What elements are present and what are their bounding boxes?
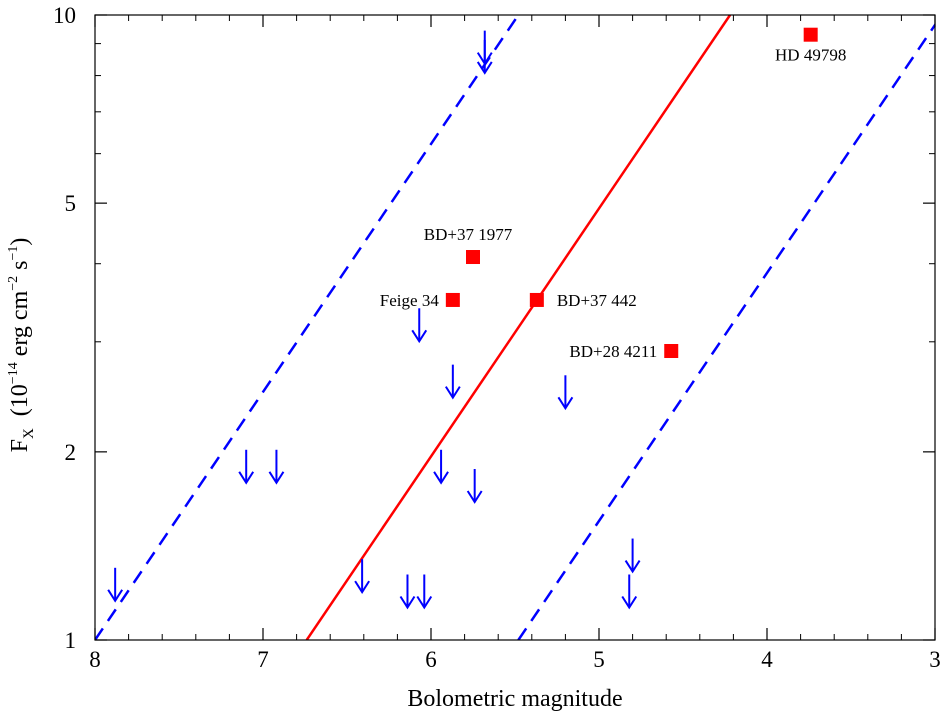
detection-label: HD 49798 [775, 46, 846, 65]
plot-border [94, 14, 936, 641]
upper-limit-arrow [411, 308, 428, 344]
detection-marker [803, 27, 818, 42]
y-tick-label: 10 [53, 3, 76, 28]
arrow-head [411, 329, 428, 344]
y-axis-title-subscript: X [21, 428, 37, 439]
x-tick-label: 4 [761, 647, 773, 672]
upper-limit-arrow [416, 574, 433, 610]
arrow-head [399, 595, 416, 610]
y-tick-label: 2 [65, 440, 77, 465]
detection-marker [664, 344, 679, 359]
x-tick-label: 3 [929, 647, 941, 672]
upper-limit-arrow [107, 567, 124, 603]
arrow-head [238, 471, 255, 485]
plot-frame [94, 14, 936, 641]
dashed-bound-line-2 [517, 22, 935, 640]
y-axis-units-exp2: −2 [6, 276, 21, 291]
y-tick-label: 1 [65, 628, 77, 653]
y-tick-label: 5 [65, 191, 77, 216]
x-tick-label: 7 [257, 647, 269, 672]
upper-limit-arrow [268, 449, 285, 485]
x-tick-label: 8 [89, 647, 101, 672]
upper-limit-arrow [621, 574, 638, 610]
y-axis-units-suffix: ) [7, 238, 33, 246]
fit-line [305, 15, 732, 640]
x-tick-label: 6 [425, 647, 437, 672]
upper-limit-arrow [476, 39, 493, 75]
arrow-head [466, 490, 483, 504]
lines-layer [95, 15, 935, 640]
arrow-head [444, 386, 461, 400]
detection-label: BD+28 4211 [569, 342, 657, 361]
upper-limit-arrow [466, 469, 483, 504]
upper-limit-arrow [354, 559, 370, 594]
detection-label: BD+37 1977 [424, 225, 513, 244]
y-axis-units-exp1: −14 [6, 362, 21, 384]
detection-label: BD+37 442 [557, 291, 637, 310]
y-axis-units-mid2: s [7, 261, 33, 276]
arrow-head [268, 471, 285, 485]
upper-limit-arrow [557, 375, 574, 411]
arrow-head [624, 560, 641, 574]
upper-limit-arrow [399, 574, 416, 610]
x-axis-title: Bolometric magnitude [407, 686, 622, 712]
arrow-head [557, 396, 574, 411]
detection-marker [529, 292, 544, 307]
y-axis-units-mid: erg cm [7, 290, 33, 362]
arrow-head [354, 580, 370, 594]
y-axis-title-units-prefix [7, 416, 33, 428]
detection-label: Feige 34 [380, 291, 440, 310]
arrow-head [416, 595, 433, 610]
detection-marker [445, 292, 460, 307]
dashed-bound-line-1 [95, 15, 520, 640]
upper-limit-arrow [238, 449, 255, 485]
y-axis-title: FX (10−14 erg cm−2 s−1) [6, 238, 37, 453]
arrow-head [476, 61, 493, 75]
points-layer: HD 49798 BD+37 1977 Feige 34 BD+37 442 BD+28… [107, 27, 846, 610]
arrow-head [621, 595, 638, 610]
upper-limit-arrow [624, 538, 641, 574]
y-axis-units-exp3: −1 [6, 246, 21, 261]
arrow-head [433, 471, 449, 485]
y-axis-title-main: F [7, 439, 33, 452]
upper-limit-arrow [433, 449, 449, 485]
upper-limit-arrow [444, 364, 461, 400]
y-axis-units-prefix: (10 [7, 384, 33, 416]
x-tick-label: 5 [593, 647, 605, 672]
arrow-head [107, 589, 124, 603]
ticks-layer: 8 7 6 5 4 3 1 2 5 10 [53, 3, 941, 672]
detection-marker [466, 250, 480, 265]
